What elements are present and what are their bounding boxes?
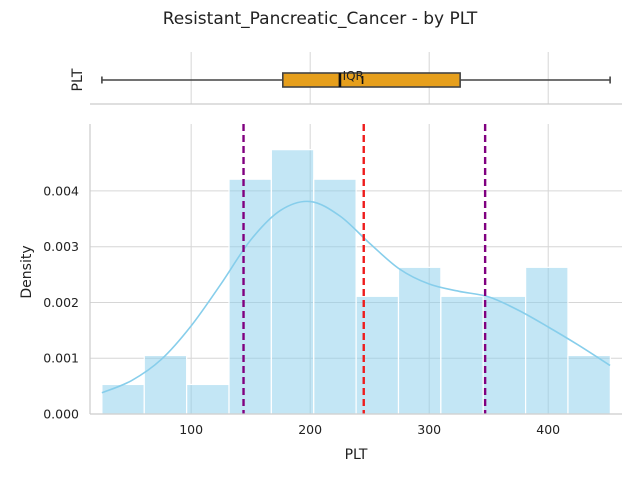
iqr-box: [282, 72, 461, 88]
histogram-bar: [524, 266, 569, 415]
iqr-annotation: IQR: [343, 69, 364, 83]
y-tick-label: 0.000: [43, 407, 79, 422]
x-tick-labels: 100 200 300 400: [179, 422, 560, 437]
y-tick-label: 0.002: [43, 295, 79, 310]
boxplot-y-label: PLT: [70, 68, 86, 91]
x-tick-label: 100: [179, 422, 203, 437]
histogram-panel: 100 200 300 400 0.000 0.001 0.002 0.003 0.004 P…: [19, 124, 622, 463]
kde-curve: [101, 200, 611, 394]
y-tick-labels: 0.000 0.001 0.002 0.003 0.004: [43, 183, 79, 421]
histogram-bar: [270, 149, 315, 415]
x-tick-label: 400: [536, 422, 560, 437]
y-tick-label: 0.004: [43, 183, 79, 198]
x-tick-label: 300: [417, 422, 441, 437]
histogram-bar: [313, 178, 357, 415]
histogram-bar: [397, 266, 442, 415]
histogram-bar: [482, 295, 527, 415]
histogram-bar: [440, 295, 484, 415]
histogram-bars: [101, 149, 611, 415]
y-tick-label: 0.001: [43, 351, 79, 366]
x-tick-label: 200: [298, 422, 322, 437]
x-axis-label: PLT: [345, 447, 368, 463]
histogram-bar: [143, 354, 188, 415]
boxplot-marks: [101, 72, 611, 88]
chart-title: Resistant_Pancreatic_Cancer - by PLT: [163, 9, 478, 29]
histogram-bar: [228, 178, 272, 415]
histogram-bar: [355, 295, 400, 415]
reference-lines: [242, 124, 487, 414]
y-tick-label: 0.003: [43, 239, 79, 254]
histogram-bar: [567, 354, 611, 415]
histogram-bar: [101, 383, 145, 415]
boxplot-panel: PLT IQR: [70, 52, 622, 105]
histogram-bar: [186, 383, 230, 415]
y-axis-label: Density: [19, 245, 35, 298]
